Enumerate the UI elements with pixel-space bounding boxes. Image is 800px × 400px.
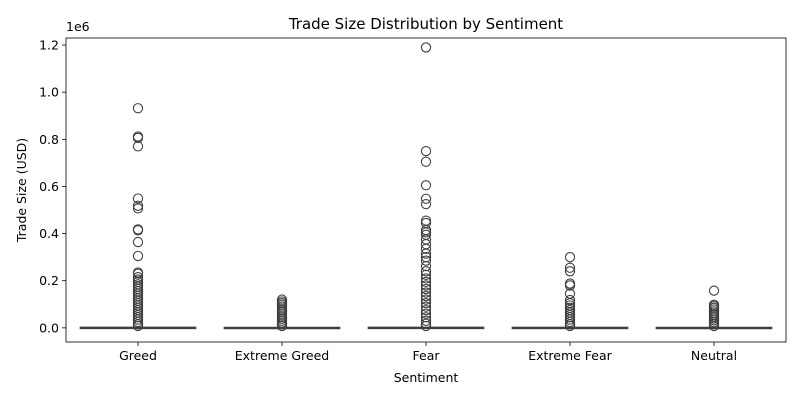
- outlier-point: [132, 132, 144, 144]
- outlier-point: [420, 280, 432, 291]
- y-tick-label: 1.0: [39, 85, 59, 100]
- chart-title: Trade Size Distribution by Sentiment: [288, 15, 563, 33]
- box-group: [79, 103, 197, 332]
- x-tick-label: Greed: [119, 348, 157, 363]
- outlier-point: [420, 255, 432, 266]
- y-tick-label: 0.2: [39, 273, 59, 288]
- outlier-point: [420, 308, 432, 319]
- outlier-point: [564, 262, 576, 273]
- outlier-point: [420, 318, 432, 329]
- outlier-point: [420, 276, 432, 288]
- box-group: [655, 285, 773, 332]
- outlier-point: [420, 320, 432, 332]
- outlier-point: [564, 294, 576, 306]
- y-tick-label: 0.4: [39, 226, 59, 241]
- outlier-point: [420, 315, 432, 326]
- outlier-point: [420, 193, 432, 204]
- outlier-point: [420, 227, 432, 238]
- y-tick-label: 0.8: [39, 132, 59, 147]
- outlier-point: [420, 287, 432, 298]
- outlier-point: [132, 141, 144, 152]
- outlier-point: [708, 320, 720, 332]
- outlier-point: [420, 294, 432, 305]
- box-group: [223, 294, 341, 332]
- outlier-point: [420, 180, 432, 191]
- x-tick-label: Neutral: [691, 348, 737, 363]
- outlier-point: [132, 320, 144, 332]
- y-axis: 0.0 0.2 0.4 0.6 0.8 1.0 1.2: [39, 38, 66, 335]
- outlier-point: [708, 285, 720, 296]
- outlier-point: [564, 280, 576, 291]
- outlier-point: [420, 297, 432, 309]
- outlier-point: [420, 215, 432, 226]
- x-tick-label: Extreme Greed: [235, 348, 329, 363]
- outlier-point: [420, 145, 432, 157]
- outlier-point: [420, 243, 432, 255]
- outlier-point: [132, 316, 144, 328]
- outlier-point: [132, 193, 144, 204]
- outlier-point: [420, 260, 432, 272]
- x-axis: Greed Extreme Greed Fear Extreme Fear Neutra…: [119, 342, 737, 363]
- outlier-point: [132, 200, 144, 211]
- outlier-point: [132, 314, 144, 325]
- outlier-point: [420, 290, 432, 302]
- outlier-point: [132, 236, 144, 248]
- outlier-point: [132, 225, 144, 236]
- x-tick-label: Extreme Fear: [528, 348, 612, 363]
- outlier-point: [564, 316, 576, 328]
- outlier-point: [420, 269, 432, 280]
- outlier-point: [420, 305, 432, 316]
- y-tick-label: 0.0: [39, 320, 59, 335]
- outlier-point: [132, 103, 144, 114]
- box-group: [511, 252, 629, 332]
- outlier-point: [420, 283, 432, 295]
- y-tick-label: 1.2: [39, 38, 59, 53]
- outlier-point: [132, 268, 144, 279]
- outlier-point: [276, 320, 288, 332]
- outlier-point: [420, 266, 432, 277]
- outlier-point: [132, 203, 144, 214]
- outlier-point: [420, 198, 432, 210]
- y-tick-label: 0.6: [39, 179, 59, 194]
- x-tick-label: Fear: [413, 348, 441, 363]
- outlier-point: [564, 314, 576, 325]
- outlier-point: [564, 252, 576, 263]
- outlier-point: [564, 266, 576, 277]
- outlier-point: [420, 156, 432, 167]
- y-axis-offset-label: 1e6: [66, 19, 90, 34]
- outlier-point: [132, 250, 144, 262]
- outlier-point: [420, 248, 432, 259]
- x-axis-label: Sentiment: [394, 370, 459, 385]
- outlier-point: [420, 301, 432, 312]
- outlier-point: [420, 273, 432, 284]
- plot-area: [79, 42, 773, 332]
- outlier-point: [420, 42, 432, 53]
- y-axis-label: Trade Size (USD): [14, 138, 29, 243]
- box-group: [367, 42, 485, 332]
- outlier-point: [564, 320, 576, 332]
